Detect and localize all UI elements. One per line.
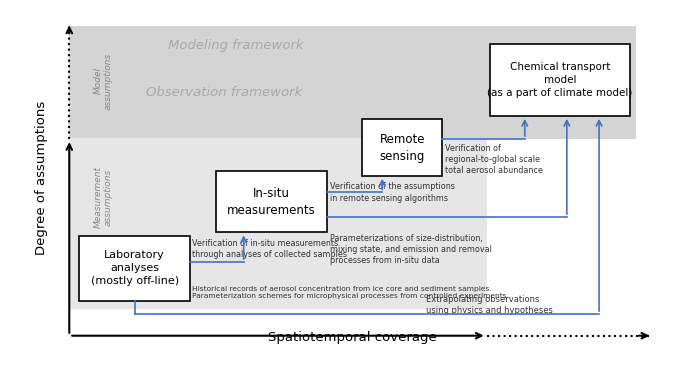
Text: Chemical transport
model
(as a part of climate model): Chemical transport model (as a part of c… <box>487 62 632 98</box>
Text: Extrapolating observations
using physics and hypotheses: Extrapolating observations using physics… <box>426 295 553 315</box>
Text: Model
assumptions: Model assumptions <box>93 52 113 109</box>
Text: Measurement
assumptions: Measurement assumptions <box>93 167 113 228</box>
Text: Degree of assumptions: Degree of assumptions <box>36 100 49 255</box>
Text: Spatiotemporal coverage: Spatiotemporal coverage <box>269 331 437 344</box>
Text: Verification of
regional-to-global scale
total aerosol abundance: Verification of regional-to-global scale… <box>445 143 543 175</box>
Text: In-situ
measurements: In-situ measurements <box>227 187 316 217</box>
Bar <box>216 171 327 232</box>
Text: Verification of the assumptions
in remote sensing algorithms: Verification of the assumptions in remot… <box>330 182 455 202</box>
Text: Historical records of aerosol concentration from ice core and sediment samples.
: Historical records of aerosol concentrat… <box>192 286 507 299</box>
Text: Laboratory
analyses
(mostly off-line): Laboratory analyses (mostly off-line) <box>90 250 179 287</box>
Text: Observation framework: Observation framework <box>146 86 302 99</box>
Bar <box>79 236 190 301</box>
Bar <box>362 119 442 176</box>
Text: Parameterizations of size-distribution,
mixing state, and emission and removal
p: Parameterizations of size-distribution, … <box>330 234 492 265</box>
Text: Modeling framework: Modeling framework <box>168 40 303 52</box>
Text: Remote
sensing: Remote sensing <box>379 132 425 163</box>
Bar <box>69 26 636 139</box>
Bar <box>490 44 630 116</box>
Bar <box>69 138 486 309</box>
Text: Verification of in-situ measurements
through analyses of collected samples: Verification of in-situ measurements thr… <box>192 239 347 259</box>
